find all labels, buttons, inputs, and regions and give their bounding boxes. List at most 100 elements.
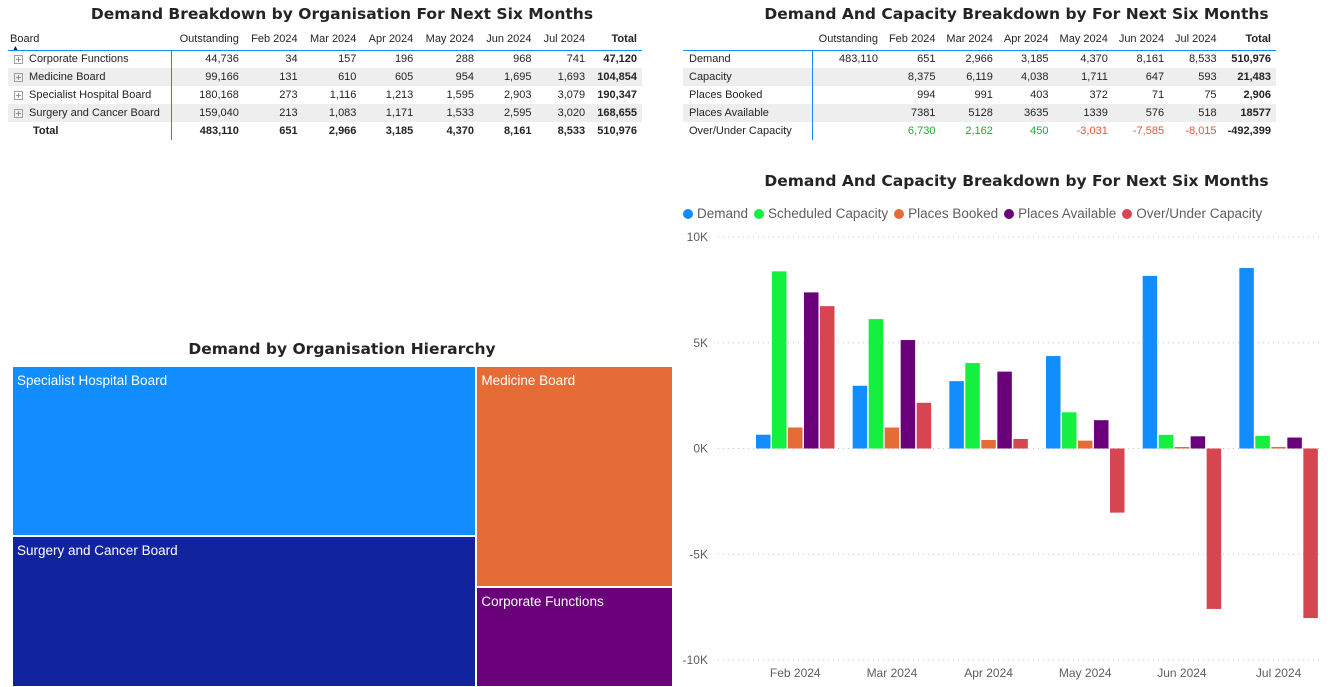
column-header-may-2024[interactable]: May 2024 [1059, 33, 1108, 45]
table-cell: 3,020 [536, 104, 591, 122]
table-cell: 2,966 [965, 53, 993, 66]
row-label: + Surgery and Cancer Board [8, 104, 173, 122]
table-cell: 403 [1030, 89, 1049, 101]
table-cell: 180,168 [199, 89, 239, 101]
column-header-jul-2024[interactable]: Jul 2024 [1174, 33, 1217, 45]
table2-title: Demand And Capacity Breakdown by For Nex… [764, 5, 1269, 23]
row-label: Capacity [683, 68, 813, 86]
treemap-tile-surgery-and-cancer-board[interactable]: Surgery and Cancer Board [12, 536, 477, 687]
column-header-apr-2024[interactable]: Apr 2024 [1003, 33, 1049, 45]
bar-scheduled-capacity [868, 319, 884, 449]
column-header-measure[interactable] [683, 30, 812, 50]
column-header-may-2024[interactable]: May 2024 [425, 33, 474, 45]
table-cell [812, 86, 883, 104]
table-row: + Corporate Functions 44,736 34 157 196 288 968… [8, 50, 642, 68]
column-header-feb-2024[interactable]: Feb 2024 [888, 33, 936, 45]
column-header-jul-2024[interactable]: Jul 2024 [543, 33, 586, 45]
legend-label: Places Available [1018, 206, 1117, 221]
organisation-treemap: Specialist Hospital Board Surgery and Can… [12, 366, 673, 687]
legend-item[interactable]: Places Booked [894, 206, 998, 221]
row-total: 47,120 [603, 53, 637, 66]
column-header-jun-2024[interactable]: Jun 2024 [486, 33, 532, 45]
expand-plus-icon[interactable]: + [14, 108, 23, 118]
legend-dot-icon [894, 208, 905, 219]
row-label: + Specialist Hospital Board [8, 86, 173, 104]
column-header-feb-2024[interactable]: Feb 2024 [251, 33, 298, 45]
table-cell: 2,903 [503, 89, 532, 101]
treemap-tile-label: Specialist Hospital Board [17, 373, 168, 388]
row-total: -492,399 [1227, 125, 1271, 137]
legend-dot-icon [683, 208, 693, 219]
legend-item[interactable]: Over/Under Capacity [1122, 206, 1262, 221]
expand-plus-icon[interactable]: + [14, 90, 23, 100]
sort-ascending-icon: ▲ [12, 45, 19, 52]
row-label-text: Corporate Functions [29, 53, 129, 66]
legend-item[interactable]: Places Available [1004, 206, 1116, 221]
column-header-outstanding[interactable]: Outstanding [818, 33, 878, 45]
table-cell: 2,162 [965, 125, 993, 137]
table-row: + Medicine Board 99,166 131 610 605 954 1,695 1,… [8, 68, 642, 86]
table-cell [812, 104, 883, 122]
totals-cell: 483,110 [199, 125, 239, 137]
expand-plus-icon[interactable]: + [14, 54, 23, 64]
totals-cell: 2,966 [328, 125, 357, 137]
table-cell: 75 [1204, 89, 1217, 101]
demand-capacity-matrix: Outstanding Feb 2024 Mar 2024 Apr 2024 May 2… [683, 30, 1276, 140]
table-cell: 1,693 [536, 68, 591, 86]
bar-over-under-capacity [1303, 448, 1318, 619]
column-header-mar-2024[interactable]: Mar 2024 [309, 33, 357, 45]
row-label: Demand [683, 50, 813, 68]
row-total: 18577 [1221, 104, 1276, 122]
treemap-tile-medicine-board[interactable]: Medicine Board [476, 366, 673, 588]
legend-dot-icon [754, 208, 765, 219]
x-tick-label: Jun 2024 [1157, 666, 1207, 680]
bar-places-available [900, 340, 916, 449]
totals-cell: 4,370 [446, 125, 474, 137]
column-header-outstanding[interactable]: Outstanding [179, 33, 239, 45]
table1-title: Demand Breakdown by Organisation For Nex… [90, 5, 594, 23]
table-row: Places Available 7381 5128 3635 1339 576 518 18… [683, 104, 1276, 122]
column-header-total[interactable]: Total [1245, 33, 1271, 45]
row-label-text: Medicine Board [29, 71, 106, 83]
column-header-board[interactable]: Board ▲ [10, 33, 40, 52]
legend-item[interactable]: Scheduled Capacity [754, 206, 888, 221]
x-tick-label: Mar 2024 [867, 666, 918, 680]
table-cell: 131 [243, 68, 303, 86]
y-tick-label: 10K [687, 230, 708, 244]
table-row: + Specialist Hospital Board 180,168 273 1,11… [8, 86, 642, 104]
column-header-jun-2024[interactable]: Jun 2024 [1118, 33, 1165, 45]
totals-row: Total 483,110 651 2,966 3,185 4,370 8,161 8,533… [8, 122, 642, 140]
table-cell: 741 [566, 53, 586, 66]
table-cell: 2,595 [478, 104, 537, 122]
column-header-mar-2024[interactable]: Mar 2024 [946, 33, 993, 45]
row-label: + Medicine Board [8, 68, 173, 86]
table-cell: 213 [243, 104, 303, 122]
bar-over-under-capacity [1013, 438, 1028, 449]
row-label-text: Specialist Hospital Board [29, 89, 152, 101]
column-header-total[interactable]: Total [611, 33, 637, 45]
table-cell: 605 [361, 68, 419, 86]
row-total: 104,854 [590, 68, 642, 86]
table-cell: 610 [302, 68, 362, 86]
table-cell: 1339 [1053, 104, 1113, 122]
table-row: Over/Under Capacity 6,730 2,162 450 -3,031 -7… [683, 122, 1276, 140]
bar-places-booked [1271, 446, 1286, 449]
row-label: Places Available [683, 104, 813, 122]
table-cell: 1,116 [329, 89, 357, 101]
treemap-tile-specialist-hospital-board[interactable]: Specialist Hospital Board [12, 366, 477, 537]
table-cell: 593 [1169, 68, 1222, 86]
legend-label: Places Booked [908, 206, 999, 221]
table-cell: 1,595 [446, 89, 474, 101]
bar-demand [1142, 275, 1158, 449]
bar-over-under-capacity [916, 402, 932, 449]
table-cell: 8,375 [882, 68, 941, 86]
bar-demand [1239, 268, 1254, 449]
column-header-apr-2024[interactable]: Apr 2024 [368, 33, 414, 45]
treemap-tile-corporate-functions[interactable]: Corporate Functions [476, 587, 673, 687]
table-cell: 3,079 [557, 89, 586, 101]
legend-item[interactable]: Demand [683, 206, 748, 221]
bar-places-booked [788, 427, 803, 449]
expand-plus-icon[interactable]: + [14, 72, 23, 82]
bar-places-available [1094, 420, 1109, 449]
row-label: Over/Under Capacity [683, 122, 813, 140]
